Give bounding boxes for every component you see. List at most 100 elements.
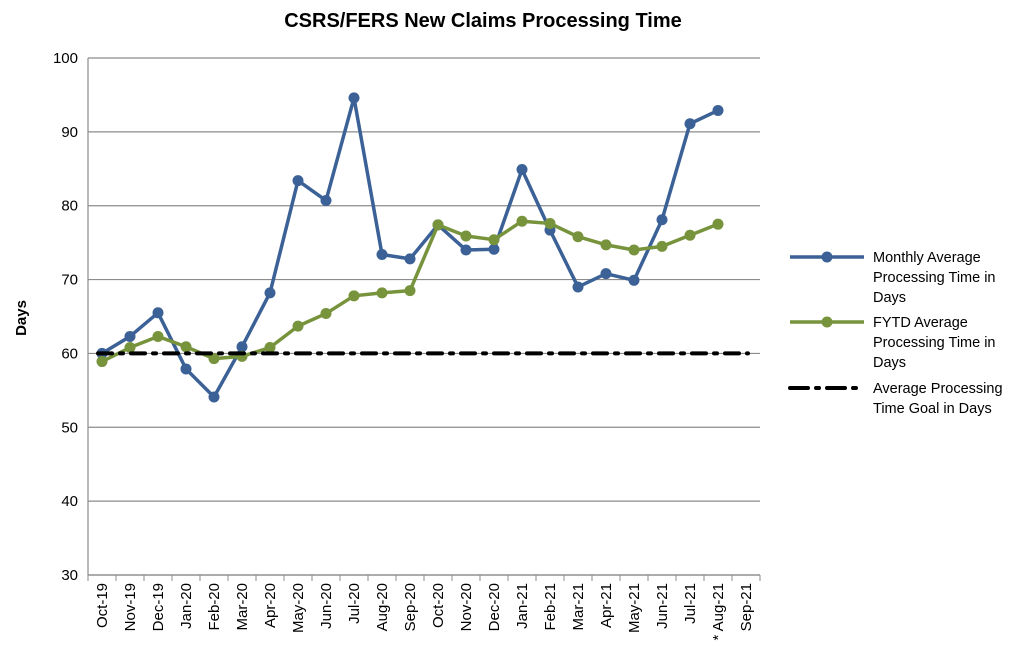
data-point — [152, 330, 164, 342]
data-point — [376, 248, 388, 260]
series-group — [96, 92, 750, 403]
x-tick-label: Feb-20 — [206, 583, 223, 631]
data-point — [572, 281, 584, 293]
data-point — [236, 341, 248, 353]
legend-label: Average Processing Time Goal in Days — [873, 381, 1003, 417]
y-tick-label: 90 — [61, 124, 78, 141]
legend-label-line: FYTD Average — [873, 315, 968, 331]
legend-label-line: Processing Time in — [873, 270, 996, 286]
x-tick-label: Jul-20 — [346, 583, 363, 624]
data-point — [656, 240, 668, 252]
data-point — [124, 342, 136, 354]
x-tick-label: Nov-19 — [122, 583, 139, 631]
x-tick-label: Dec-20 — [486, 583, 503, 631]
data-point — [712, 104, 724, 116]
x-tick-label: * Aug-21 — [710, 583, 727, 641]
series-1 — [96, 92, 724, 403]
x-tick-label: Mar-21 — [570, 583, 587, 631]
data-point — [432, 219, 444, 231]
data-point — [376, 287, 388, 299]
x-tick-label: Sep-21 — [738, 583, 755, 631]
data-point — [180, 341, 192, 353]
data-point — [320, 195, 332, 207]
data-point — [656, 214, 668, 226]
y-tick-label: 80 — [61, 198, 78, 215]
data-point — [488, 243, 500, 255]
y-axis-label: Days — [13, 300, 30, 336]
data-point — [264, 342, 276, 354]
x-tick-label: Sep-20 — [402, 583, 419, 631]
y-tick-label: 40 — [61, 493, 78, 510]
legend-label-line: Monthly Average — [873, 250, 981, 266]
x-tick-labels: Oct-19 Nov-19 Dec-19 Jan-20 Feb-20 Mar-20 Apr-… — [94, 583, 755, 641]
legend-item-3: Average Processing Time Goal in Days — [788, 381, 1003, 417]
data-point — [516, 215, 528, 227]
data-point — [208, 353, 220, 365]
x-tick-label: Jan-20 — [178, 583, 195, 629]
legend-label: FYTD Average Processing Time in Days — [873, 315, 996, 371]
y-tick-label: 50 — [61, 419, 78, 436]
x-tick-label: Oct-19 — [94, 583, 111, 628]
data-point — [292, 175, 304, 187]
data-point — [208, 391, 220, 403]
x-tick-label: Oct-20 — [430, 583, 447, 628]
legend-marker — [821, 316, 833, 328]
data-point — [572, 231, 584, 243]
legend-label-line: Days — [873, 290, 906, 306]
data-point — [712, 218, 724, 230]
legend-label-line: Days — [873, 355, 906, 371]
data-point — [96, 356, 108, 368]
legend-marker — [821, 251, 833, 263]
data-point — [404, 285, 416, 297]
data-point — [600, 268, 612, 280]
data-point — [152, 307, 164, 319]
x-tick-label: Jun-20 — [318, 583, 335, 629]
data-point — [320, 308, 332, 320]
x-tick-label: Jun-21 — [654, 583, 671, 629]
x-tick-label: Nov-20 — [458, 583, 475, 631]
x-tick-label: Aug-20 — [374, 583, 391, 631]
y-tick-label: 70 — [61, 272, 78, 289]
data-point — [264, 287, 276, 299]
data-point — [684, 229, 696, 241]
legend-item-2: FYTD Average Processing Time in Days — [790, 315, 996, 371]
x-tick-label: May-20 — [290, 583, 307, 633]
data-point — [516, 164, 528, 176]
data-point — [348, 290, 360, 302]
x-tick-label: Jan-21 — [514, 583, 531, 629]
data-point — [628, 274, 640, 286]
x-tick-label: Feb-21 — [542, 583, 559, 631]
chart-title: CSRS/FERS New Claims Processing Time — [284, 10, 682, 32]
y-tick-label: 30 — [61, 567, 78, 584]
data-point — [684, 118, 696, 130]
series-2 — [96, 215, 724, 368]
data-point — [348, 92, 360, 104]
y-tick-label: 100 — [53, 50, 78, 67]
data-point — [600, 239, 612, 251]
x-tick-label: Jul-21 — [682, 583, 699, 624]
data-point — [292, 320, 304, 332]
legend-label-line: Time Goal in Days — [873, 401, 992, 417]
data-point — [544, 217, 556, 229]
data-point — [488, 234, 500, 246]
x-tick-label: May-21 — [626, 583, 643, 633]
data-point — [628, 244, 640, 256]
axes — [87, 58, 761, 581]
gridlines — [88, 57, 760, 576]
legend: Monthly Average Processing Time in DaysFYT… — [788, 250, 1003, 417]
y-tick-labels: 30 40 50 60 70 80 90 100 — [53, 50, 78, 584]
data-point — [180, 363, 192, 375]
x-tick-label: Dec-19 — [150, 583, 167, 631]
legend-label: Monthly Average Processing Time in Days — [873, 250, 996, 306]
data-point — [460, 244, 472, 256]
y-tick-label: 60 — [61, 345, 78, 362]
x-tick-label: Apr-21 — [598, 583, 615, 628]
legend-item-1: Monthly Average Processing Time in Days — [790, 250, 996, 306]
data-point — [124, 330, 136, 342]
data-point — [460, 230, 472, 242]
data-point — [404, 253, 416, 265]
legend-label-line: Processing Time in — [873, 335, 996, 351]
legend-label-line: Average Processing — [873, 381, 1003, 397]
x-tick-label: Mar-20 — [234, 583, 251, 631]
